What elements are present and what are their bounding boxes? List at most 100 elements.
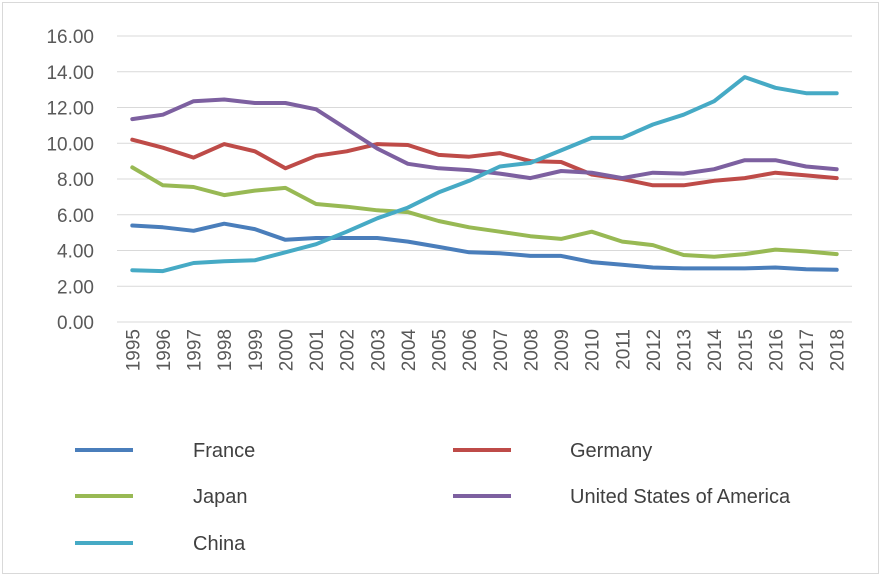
data-point [314, 202, 319, 207]
data-point [804, 267, 809, 272]
data-point [804, 164, 809, 169]
y-tick-label: 0.00 [57, 313, 94, 334]
data-point [130, 223, 135, 228]
data-point [130, 117, 135, 122]
data-point [130, 137, 135, 142]
legend-item-france: France [75, 440, 255, 462]
data-point [559, 253, 564, 258]
y-tick-label: 8.00 [57, 170, 94, 191]
y-tick-label: 10.00 [46, 134, 94, 155]
legend-label: France [193, 440, 255, 462]
series-japan [130, 165, 839, 259]
data-point [620, 176, 625, 181]
series-united-states-of-america [130, 97, 839, 181]
data-point [712, 178, 717, 183]
x-tick-label: 2006 [460, 329, 481, 371]
data-point [252, 149, 257, 154]
x-tick-label: 2010 [583, 329, 604, 371]
data-point [650, 170, 655, 175]
data-point [314, 236, 319, 241]
x-tick-label: 2007 [491, 329, 512, 371]
data-point [589, 260, 594, 265]
series-line [130, 97, 839, 181]
legend-label: Germany [570, 440, 652, 462]
data-point [436, 166, 441, 171]
gridlines [117, 35, 852, 323]
series-france [130, 221, 839, 272]
data-point [804, 249, 809, 254]
data-point [650, 122, 655, 127]
data-point [834, 167, 839, 172]
data-point [650, 265, 655, 270]
data-point [681, 183, 686, 188]
data-point [467, 154, 472, 159]
data-point [559, 160, 564, 165]
x-tick-label: 2013 [675, 329, 696, 371]
data-point [773, 265, 778, 270]
y-tick-label: 16.00 [46, 27, 94, 48]
x-tick-label: 1997 [185, 329, 206, 371]
data-point [436, 244, 441, 249]
x-tick-label: 2009 [552, 329, 573, 371]
data-point [344, 229, 349, 234]
y-tick-label: 2.00 [57, 277, 94, 298]
x-tick-label: 2000 [276, 329, 297, 371]
data-point [283, 250, 288, 255]
data-point [375, 146, 380, 151]
y-tick-label: 6.00 [57, 206, 94, 227]
data-point [528, 160, 533, 165]
data-point [620, 262, 625, 267]
data-point [497, 251, 502, 256]
data-point [283, 101, 288, 106]
y-tick-label: 4.00 [57, 242, 94, 263]
data-point [742, 158, 747, 163]
data-point [283, 166, 288, 171]
data-point [712, 99, 717, 104]
data-point [773, 170, 778, 175]
data-point [191, 228, 196, 233]
x-tick-label: 2005 [430, 329, 451, 371]
x-tick-label: 2003 [368, 329, 389, 371]
data-point [160, 112, 165, 117]
data-point [160, 225, 165, 230]
data-point [344, 126, 349, 131]
data-point [804, 173, 809, 178]
data-point [252, 258, 257, 263]
x-tick-label: 2016 [766, 329, 787, 371]
legend-label: United States of America [570, 486, 791, 508]
data-point [467, 168, 472, 173]
x-axis-tick-labels: 1995 1996 1997 1998 1999 2000 2001 2002 2003 2004… [123, 329, 848, 372]
x-tick-label: 2018 [828, 329, 849, 371]
x-tick-label: 2004 [399, 329, 420, 372]
series-china [130, 75, 839, 274]
x-tick-label: 2012 [644, 329, 665, 371]
data-point [589, 135, 594, 140]
data-point [834, 252, 839, 257]
x-tick-label: 2015 [736, 329, 757, 371]
series-line [130, 221, 839, 272]
legend-label: Japan [193, 486, 248, 508]
data-point [252, 101, 257, 106]
series-line [130, 137, 839, 188]
data-point [130, 268, 135, 273]
data-point [436, 219, 441, 224]
data-point [497, 164, 502, 169]
data-point [681, 112, 686, 117]
data-point [375, 216, 380, 221]
x-tick-label: 1995 [123, 329, 144, 371]
data-point [497, 229, 502, 234]
data-point [222, 142, 227, 147]
data-point [160, 145, 165, 150]
data-point [804, 91, 809, 96]
legend-item-germany: Germany [453, 440, 652, 462]
data-point [620, 239, 625, 244]
x-tick-label: 2002 [338, 329, 359, 371]
data-point [773, 158, 778, 163]
y-tick-label: 14.00 [46, 63, 94, 84]
x-tick-label: 1998 [215, 329, 236, 371]
data-point [681, 266, 686, 271]
data-point [130, 165, 135, 170]
data-point [222, 97, 227, 102]
